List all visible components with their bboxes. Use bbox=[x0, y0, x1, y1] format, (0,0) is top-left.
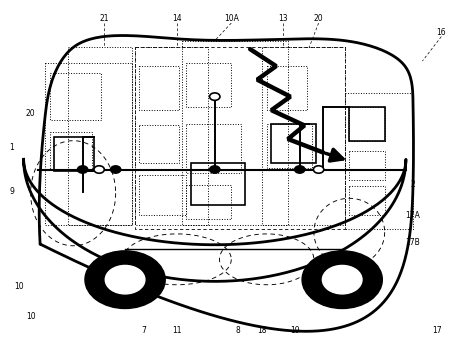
Circle shape bbox=[210, 93, 220, 100]
Text: 10: 10 bbox=[14, 282, 24, 291]
Bar bbox=[182, 41, 288, 225]
Bar bbox=[68, 47, 132, 225]
Bar bbox=[139, 66, 179, 110]
Bar bbox=[139, 175, 186, 215]
Text: 17B: 17B bbox=[405, 238, 421, 247]
Bar bbox=[271, 124, 316, 163]
Bar bbox=[191, 163, 245, 205]
Text: 13: 13 bbox=[278, 14, 288, 23]
Text: 17: 17 bbox=[432, 326, 441, 335]
Text: 21: 21 bbox=[99, 14, 109, 23]
Text: 20: 20 bbox=[314, 14, 323, 23]
Bar bbox=[50, 73, 101, 120]
Circle shape bbox=[105, 265, 145, 294]
Circle shape bbox=[94, 166, 104, 173]
Circle shape bbox=[322, 265, 362, 294]
Circle shape bbox=[313, 166, 324, 173]
Bar bbox=[349, 186, 385, 215]
Text: 8: 8 bbox=[236, 326, 241, 335]
Bar bbox=[267, 124, 312, 168]
Bar bbox=[349, 107, 385, 141]
Circle shape bbox=[77, 166, 88, 173]
Bar bbox=[54, 137, 94, 171]
Text: 20: 20 bbox=[26, 109, 35, 118]
Text: 10A: 10A bbox=[224, 14, 239, 23]
Circle shape bbox=[85, 251, 165, 308]
Text: 19: 19 bbox=[290, 326, 300, 335]
Text: 11: 11 bbox=[172, 326, 182, 335]
Bar bbox=[135, 47, 208, 225]
Text: 16: 16 bbox=[437, 28, 446, 37]
Circle shape bbox=[110, 166, 121, 173]
Bar bbox=[345, 93, 413, 229]
Bar bbox=[267, 66, 307, 110]
Bar bbox=[135, 47, 345, 229]
Text: 17A: 17A bbox=[405, 211, 421, 220]
Circle shape bbox=[295, 166, 305, 173]
Text: 1: 1 bbox=[9, 143, 14, 152]
Bar bbox=[186, 124, 241, 173]
Circle shape bbox=[302, 251, 382, 308]
Bar bbox=[139, 125, 179, 163]
Bar bbox=[45, 63, 132, 225]
Text: 9: 9 bbox=[9, 187, 14, 196]
Text: 2: 2 bbox=[411, 180, 415, 189]
Bar bbox=[50, 132, 92, 170]
Bar bbox=[349, 107, 385, 141]
Bar bbox=[186, 185, 231, 219]
Text: 10: 10 bbox=[26, 313, 35, 321]
Bar bbox=[262, 47, 345, 225]
Circle shape bbox=[210, 166, 220, 173]
Bar bbox=[349, 151, 385, 180]
Text: 7: 7 bbox=[142, 326, 146, 335]
Text: 18: 18 bbox=[257, 326, 267, 335]
Text: 14: 14 bbox=[172, 14, 182, 23]
Bar bbox=[186, 63, 231, 107]
